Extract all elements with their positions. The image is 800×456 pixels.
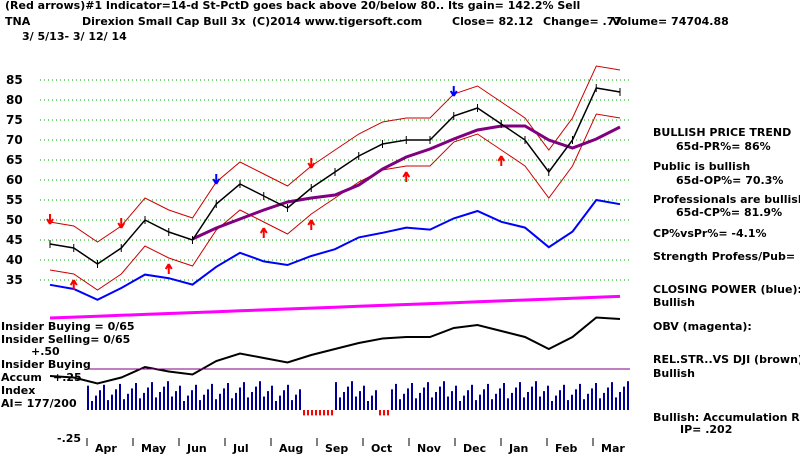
- lower-band-line: [49, 113, 621, 291]
- y-tick-label-85: 85: [6, 73, 23, 87]
- x-tick-label-Mar: Mar: [601, 442, 625, 455]
- y-tick-label-75: 75: [6, 113, 23, 127]
- pros-status: Professionals are bullish: [653, 193, 800, 206]
- down-arrow-4: [46, 214, 54, 225]
- closing-power-label: CLOSING POWER (blue):: [653, 283, 800, 296]
- indicator-header: (Red arrows)#1 Indicator=14-d St-PctD go…: [5, 0, 581, 12]
- accumulation-bars: [87, 368, 630, 416]
- index-label: Index: [1, 384, 36, 397]
- y-tick-label-50: 50: [6, 213, 23, 227]
- down-arrow-1: [212, 174, 221, 185]
- op-value: 65d-OP%= 70.3%: [676, 174, 784, 187]
- x-tick-label-Apr: Apr: [95, 442, 117, 455]
- insider-selling-label: Insider Selling= 0/65: [1, 333, 131, 346]
- obv-label: OBV (magenta):: [653, 320, 752, 333]
- y-tick-label-45: 45: [6, 233, 23, 247]
- cp-value: 65d-CP%= 81.9%: [676, 206, 783, 219]
- strength-value: Strength Profess/Pub= .3: [653, 250, 800, 263]
- y-tick-label-70: 70: [6, 133, 23, 147]
- y-tick-label-60: 60: [6, 173, 23, 187]
- insider-buying-label: Insider Buying = 0/65: [1, 320, 135, 333]
- x-tick-label-Jul: Jul: [232, 442, 249, 455]
- up-arrow-3: [307, 219, 316, 230]
- x-axis-labels: Apr May Jun Jul Aug Sep Oct Nov Dec Jan Feb Mar: [86, 438, 625, 455]
- insider-buying-2-label: Insider Buying: [1, 358, 91, 371]
- plus-25-label: +.25: [53, 371, 82, 384]
- public-status: Public is bullish: [653, 160, 751, 173]
- down-arrow-3: [449, 86, 458, 97]
- copyright: (C)2014 www.tigersoft.com: [252, 15, 423, 28]
- relstr-label: REL.STR..VS DJI (brown): [653, 353, 800, 366]
- closing-power-status: Bullish: [653, 296, 695, 309]
- up-arrow-1: [164, 263, 173, 274]
- volume-value: Volume= 74704.88: [612, 15, 729, 28]
- fund-name: Direxion Small Cap Bull 3x: [82, 15, 246, 28]
- x-tick-label-Jun: Jun: [186, 442, 207, 455]
- x-tick-label-Sep: Sep: [325, 442, 348, 455]
- obv-path: [49, 294, 621, 320]
- x-tick-label-Dec: Dec: [463, 442, 486, 455]
- up-arrow-5: [497, 155, 506, 166]
- x-tick-label-May: May: [141, 442, 166, 455]
- change-value: Change= .77: [543, 15, 623, 28]
- up-arrow-4: [402, 171, 411, 182]
- ip-value: IP= .202: [680, 423, 733, 436]
- x-tick-label-Nov: Nov: [417, 442, 442, 455]
- ticker-label: TNA: [5, 15, 31, 28]
- minus-25-label: -.25: [57, 432, 82, 445]
- cpvspr-value: CP%vsPr%= -4.1%: [653, 227, 767, 240]
- y-tick-label-35: 35: [6, 273, 23, 287]
- closing-power-line: [49, 198, 621, 301]
- price-bands: [49, 65, 621, 291]
- trend-title: BULLISH PRICE TREND: [653, 126, 792, 139]
- signal-arrows: [46, 86, 506, 290]
- y-tick-label-55: 55: [6, 193, 23, 207]
- x-tick-label-Aug: Aug: [279, 442, 303, 455]
- close-value: Close= 82.12: [452, 15, 534, 28]
- closing-power-path: [49, 198, 621, 301]
- y-tick-label-65: 65: [6, 153, 23, 167]
- y-tick-label-80: 80: [6, 93, 23, 107]
- up-arrow-2: [259, 227, 268, 238]
- accum-label: Accum: [1, 371, 42, 384]
- pr-value: 65d-PR%= 86%: [676, 140, 771, 153]
- x-tick-label-Feb: Feb: [555, 442, 578, 455]
- down-arrow-2: [307, 158, 316, 169]
- down-arrow-0: [117, 218, 126, 229]
- y-tick-label-40: 40: [6, 253, 23, 267]
- relstr-line: [49, 316, 621, 385]
- relstr-status: Bullish: [653, 367, 695, 380]
- ai-label: AI= 177/200: [1, 397, 77, 410]
- plus-50-label: +.50: [31, 345, 60, 358]
- ma-line: [191, 124, 621, 241]
- up-arrow-0: [69, 279, 78, 290]
- moving-average: [191, 124, 621, 241]
- y-axis-labels: 35 40 45 50 55 60 65 70 75 80 85: [6, 73, 23, 287]
- relstr-path: [49, 316, 621, 385]
- price-line: [49, 84, 621, 268]
- obv-line: [49, 294, 621, 320]
- x-tick-label-Oct: Oct: [371, 442, 392, 455]
- accum-status: Bullish: Accumulation Risi: [653, 411, 800, 424]
- upper-band-line: [49, 65, 621, 243]
- date-range: 3/ 5/13- 3/ 12/ 14: [22, 30, 127, 43]
- x-tick-label-Jan: Jan: [508, 442, 528, 455]
